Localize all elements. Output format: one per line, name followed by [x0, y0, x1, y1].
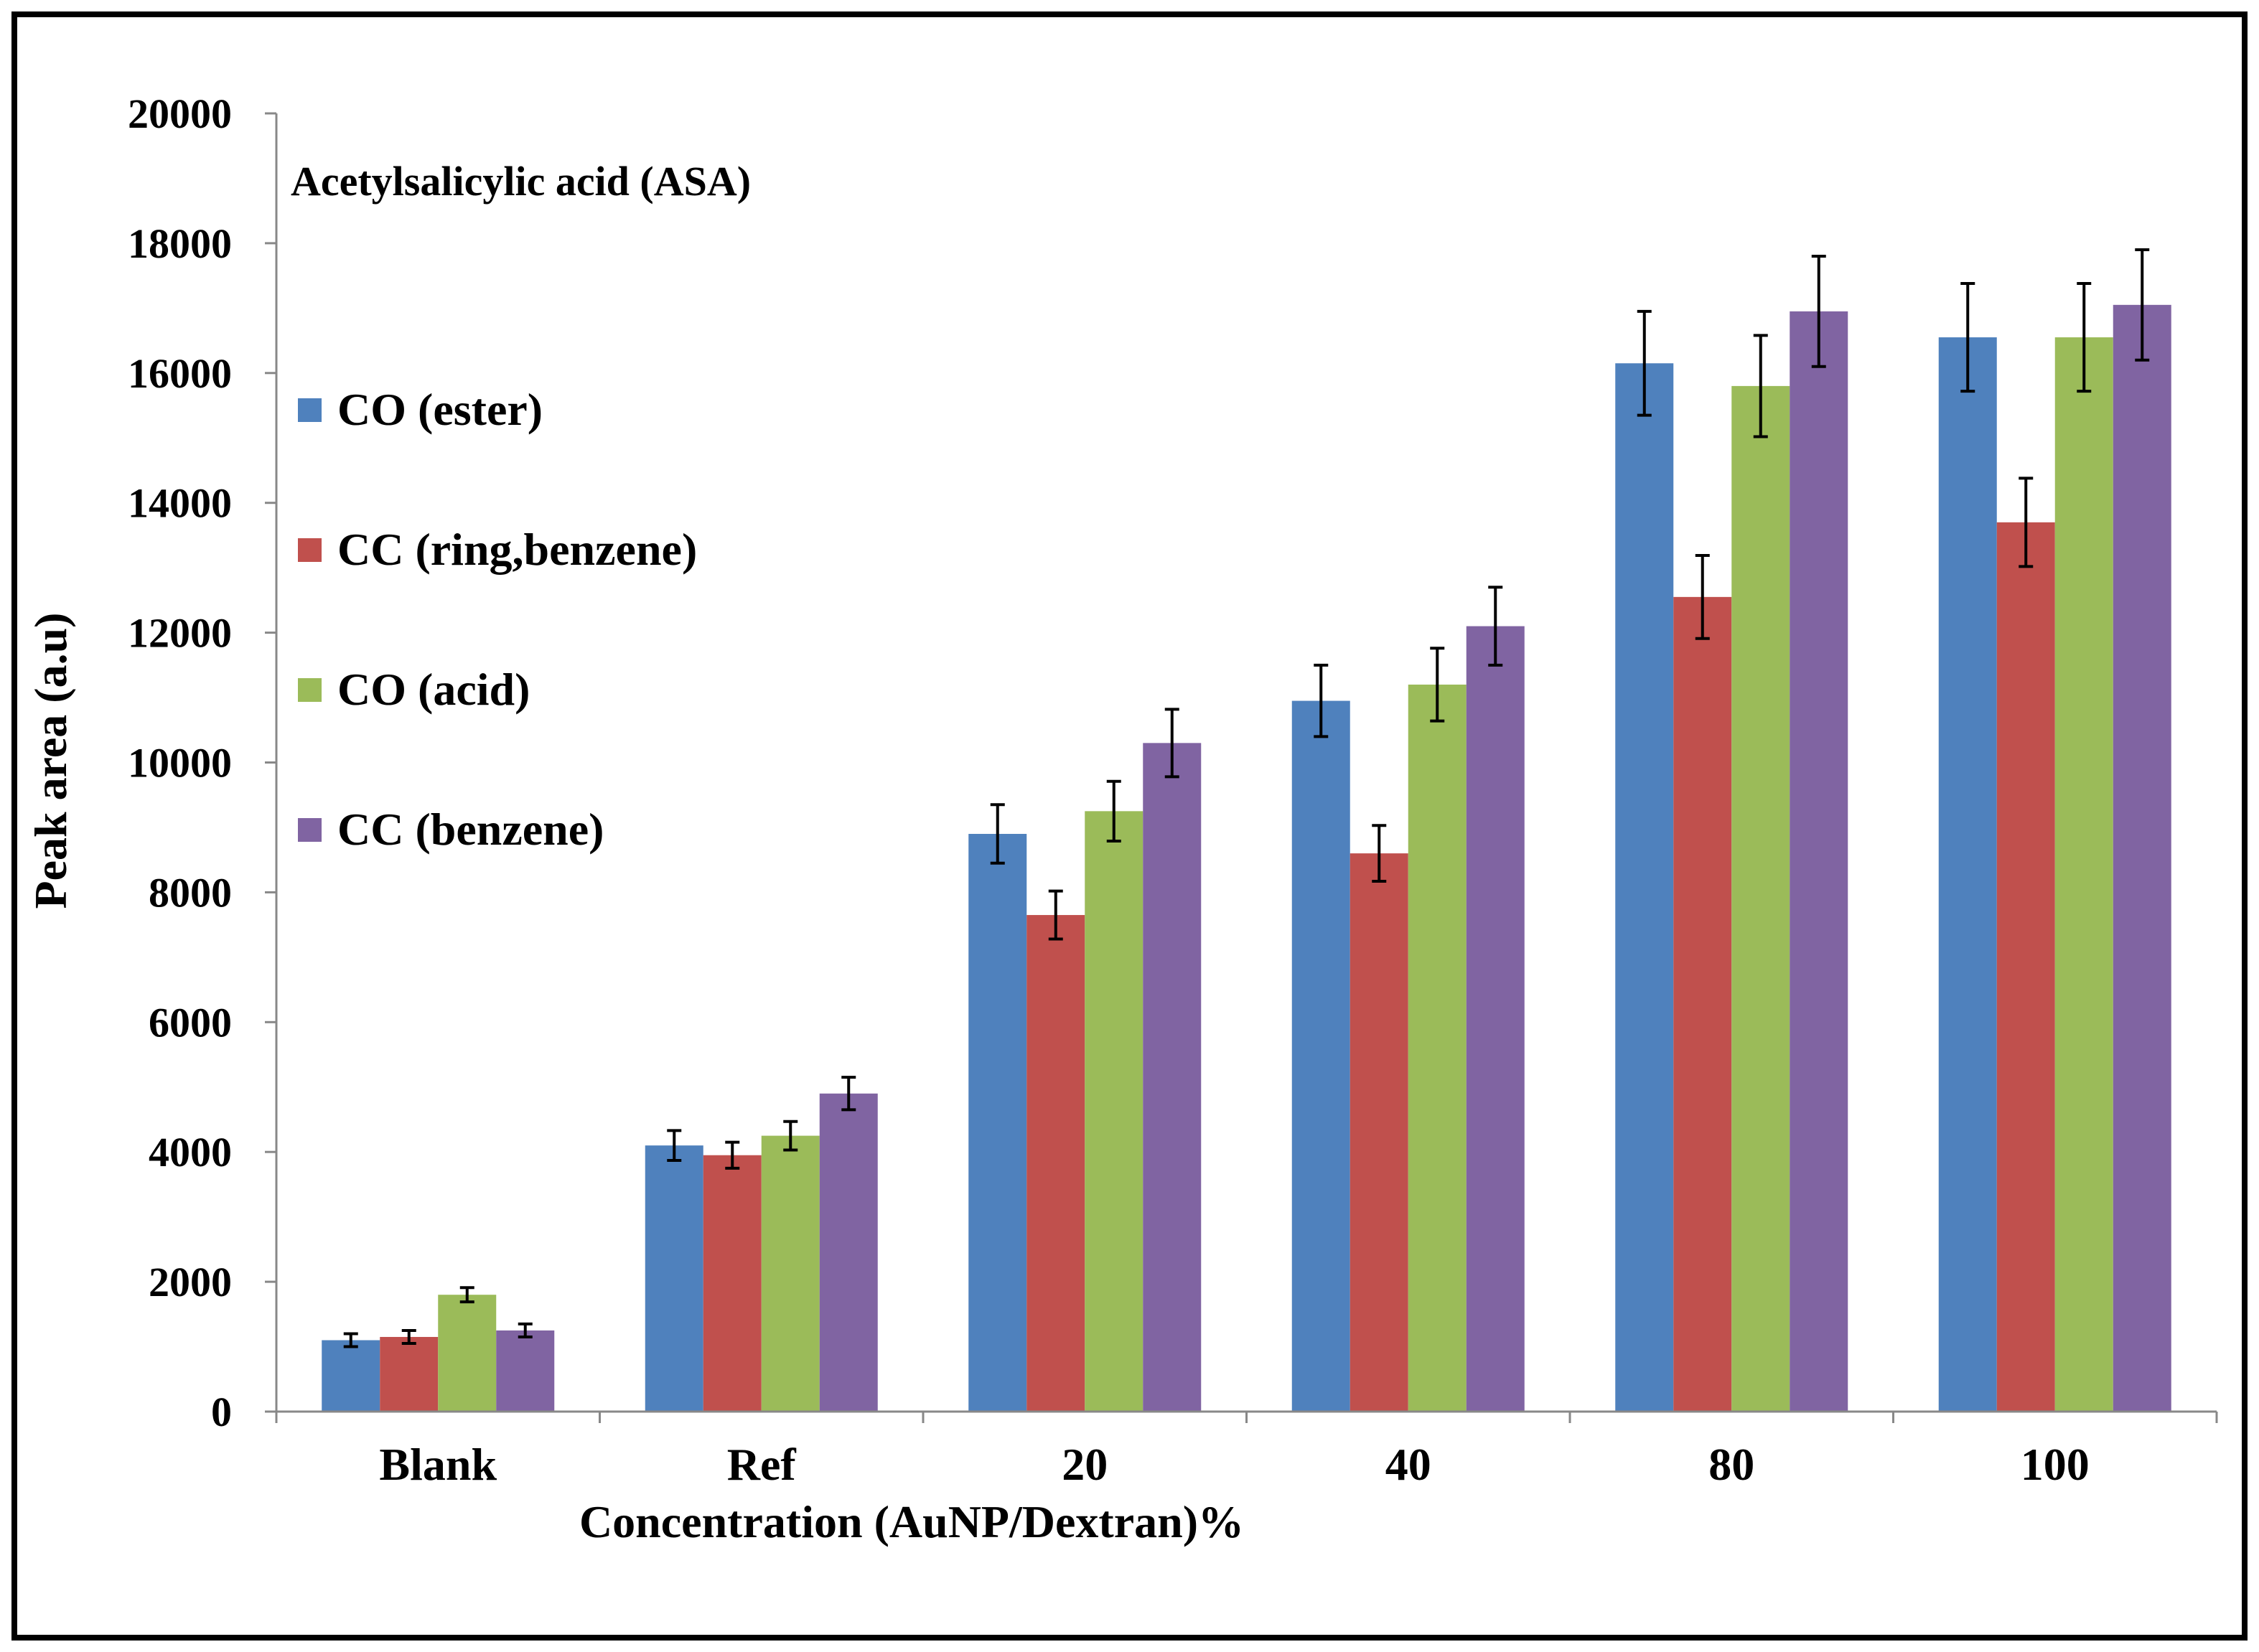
legend-item-co-ester: CO (ester) — [298, 384, 543, 435]
error-bar-co-acid-ref — [783, 1120, 798, 1152]
bar-cc-ring-benzene-80 — [1673, 596, 1732, 1412]
error-bar-cc-ring-benzene-40 — [1372, 824, 1387, 883]
legend-item-cc-ring-benzene: CC (ring,benzene) — [298, 524, 697, 575]
error-bar-cc-ring-benzene-80 — [1695, 553, 1710, 640]
bar-cc-ring-benzene-40 — [1350, 853, 1408, 1412]
x-tick-label-100: 100 — [2021, 1439, 2090, 1490]
y-tick-label: 10000 — [128, 740, 232, 787]
error-bar-co-acid-blank — [459, 1286, 474, 1304]
bar-co-acid-40 — [1408, 684, 1467, 1412]
error-bar-cc-benzene-40 — [1488, 586, 1503, 667]
chart-frame — [11, 11, 2248, 1641]
legend-swatch-cc-benzene — [298, 818, 322, 842]
bar-co-ester-100 — [1938, 337, 1997, 1412]
bar-co-ester-40 — [1291, 700, 1350, 1412]
error-bar-co-ester-100 — [1960, 281, 1975, 393]
legend-label-co-acid: CO (acid) — [337, 664, 530, 715]
x-axis-title: Concentration (AuNP/Dextran)% — [579, 1496, 1244, 1547]
error-bar-co-ester-ref — [667, 1129, 682, 1162]
error-bar-cc-ring-benzene-20 — [1048, 889, 1063, 941]
y-tick-label: 2000 — [149, 1259, 232, 1305]
error-bar-co-acid-100 — [2077, 281, 2092, 393]
legend-item-co-acid: CO (acid) — [298, 664, 530, 715]
legend: CO (ester) CC (ring,benzene) CO (acid) C… — [298, 384, 697, 855]
x-tick-label-40: 40 — [1385, 1439, 1431, 1490]
x-tick-label-20: 20 — [1062, 1439, 1108, 1490]
bar-cc-benzene-100 — [2113, 304, 2171, 1412]
y-tick-label: 6000 — [149, 999, 232, 1046]
bars-layer — [322, 304, 2171, 1412]
bar-cc-benzene-ref — [819, 1093, 878, 1412]
error-bar-cc-ring-benzene-blank — [401, 1328, 416, 1346]
error-bar-cc-benzene-80 — [1811, 254, 1826, 368]
bar-cc-ring-benzene-100 — [1996, 522, 2055, 1412]
legend-swatch-cc-ring-benzene — [298, 538, 322, 562]
x-tick-label-ref: Ref — [727, 1439, 797, 1490]
x-tick-label-80: 80 — [1708, 1439, 1754, 1490]
y-tick-label: 0 — [211, 1389, 232, 1435]
y-tick-label: 12000 — [128, 610, 232, 657]
error-bar-co-ester-40 — [1314, 663, 1329, 738]
bar-cc-ring-benzene-20 — [1026, 915, 1085, 1412]
y-tick-label: 16000 — [128, 350, 232, 397]
y-tick-label: 4000 — [149, 1129, 232, 1175]
error-bar-co-ester-80 — [1637, 309, 1652, 417]
error-bar-cc-ring-benzene-ref — [725, 1140, 740, 1170]
error-bar-co-ester-20 — [990, 803, 1005, 865]
y-tick-label: 20000 — [128, 90, 232, 137]
bar-co-acid-blank — [438, 1295, 497, 1412]
error-bar-co-ester-blank — [343, 1332, 358, 1348]
y-tick-label: 8000 — [149, 869, 232, 916]
bar-co-acid-ref — [761, 1135, 820, 1412]
y-axis-title: Peak area (a.u) — [25, 613, 76, 909]
error-bar-cc-benzene-20 — [1164, 708, 1179, 779]
bar-cc-benzene-80 — [1790, 311, 1848, 1412]
bar-cc-ring-benzene-blank — [380, 1336, 439, 1412]
chart-annotation: Acetylsalicylic acid (ASA) — [291, 158, 751, 205]
legend-label-co-ester: CO (ester) — [337, 384, 543, 435]
bar-cc-benzene-40 — [1466, 626, 1525, 1412]
bar-co-ester-20 — [968, 833, 1027, 1412]
bar-cc-benzene-20 — [1143, 743, 1202, 1412]
error-bar-cc-benzene-ref — [841, 1076, 856, 1112]
error-bar-co-acid-40 — [1430, 647, 1445, 723]
bar-co-acid-100 — [2054, 337, 2113, 1412]
x-tick-label-blank: Blank — [379, 1439, 497, 1490]
error-bar-co-acid-20 — [1106, 779, 1121, 843]
bar-cc-ring-benzene-ref — [703, 1155, 762, 1412]
y-tick-label: 18000 — [128, 220, 232, 267]
legend-swatch-co-ester — [298, 398, 322, 422]
y-ticks-layer: 0 2000 4000 6000 8000 10000 12000 14000 16000 180… — [128, 90, 276, 1435]
bar-cc-benzene-blank — [496, 1330, 555, 1412]
legend-label-cc-benzene: CC (benzene) — [337, 804, 604, 855]
bar-co-ester-80 — [1615, 363, 1674, 1412]
legend-swatch-co-acid — [298, 678, 322, 702]
bar-co-acid-80 — [1731, 385, 1790, 1412]
x-ticks-layer: Blank Ref 20 40 80 100 — [275, 1412, 2218, 1490]
error-bars-layer — [343, 248, 2150, 1348]
error-bar-cc-benzene-100 — [2135, 248, 2150, 362]
bar-co-ester-blank — [322, 1340, 380, 1412]
error-bar-cc-ring-benzene-100 — [2019, 477, 2034, 568]
error-bar-co-acid-80 — [1753, 334, 1768, 438]
bar-co-acid-20 — [1085, 811, 1143, 1412]
legend-item-cc-benzene: CC (benzene) — [298, 804, 604, 855]
legend-label-cc-ring-benzene: CC (ring,benzene) — [337, 524, 697, 575]
bar-co-ester-ref — [645, 1145, 703, 1412]
y-tick-label: 14000 — [128, 480, 232, 527]
error-bar-cc-benzene-blank — [518, 1322, 533, 1338]
